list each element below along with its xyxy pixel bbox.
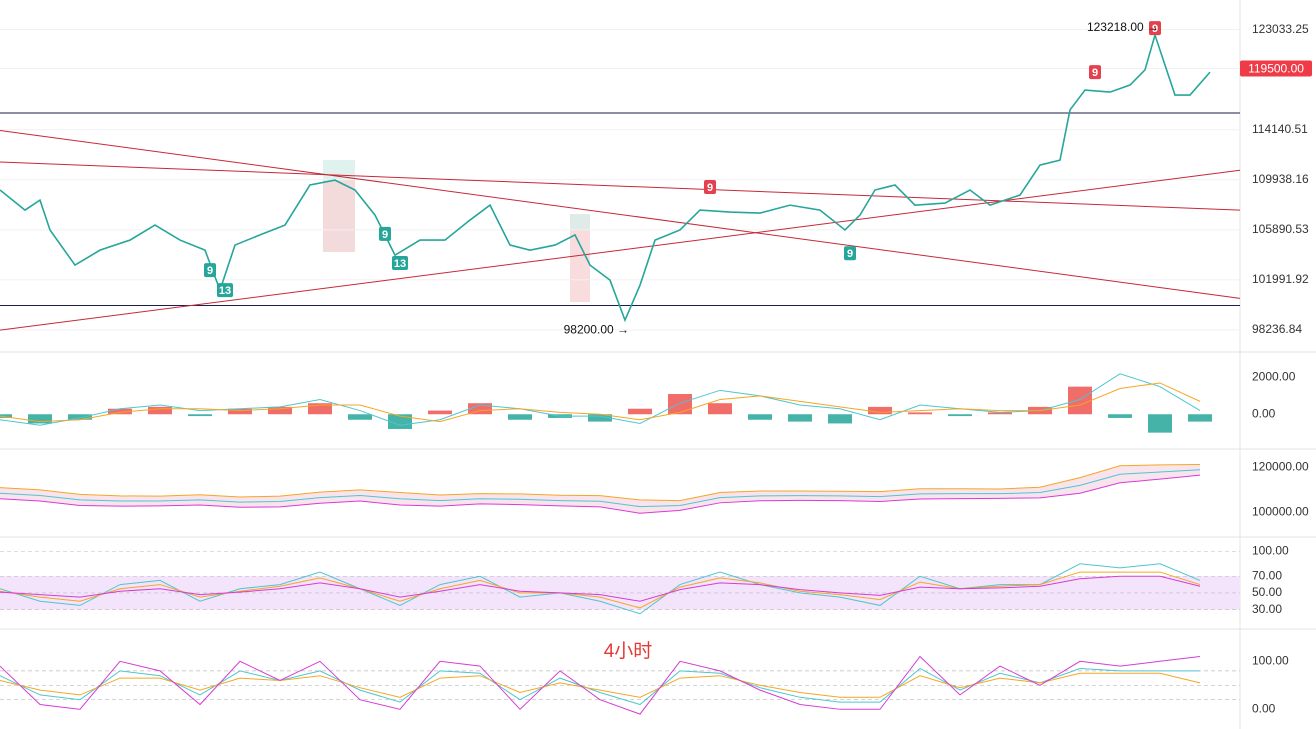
series-line <box>0 667 1200 706</box>
series-line <box>0 373 1201 426</box>
series-line <box>0 32 1211 323</box>
macd-bar <box>348 414 372 420</box>
series-line <box>0 571 1201 609</box>
band-fill <box>0 464 1200 514</box>
macd-bar <box>108 408 132 415</box>
macd-bar <box>948 414 972 417</box>
macd-bar <box>788 414 812 422</box>
y-tick-label: 114140.51 <box>1252 122 1308 136</box>
y-tick-label: 120000.00 <box>1252 460 1309 474</box>
y-tick-label: 100.00 <box>1252 543 1289 557</box>
y-tick-label: 2000.00 <box>1252 370 1296 384</box>
signal-marker <box>217 283 233 298</box>
series-line <box>0 474 1201 514</box>
y-tick-label: 105890.53 <box>1252 222 1309 236</box>
macd-bar <box>228 408 252 415</box>
y-tick-label: 0.00 <box>1252 406 1276 420</box>
macd-bar <box>388 414 412 429</box>
series-line <box>0 469 1201 508</box>
signal-marker <box>392 256 408 271</box>
macd-bar <box>708 403 732 415</box>
signal-marker <box>1089 65 1101 80</box>
y-tick-label: 0.00 <box>1252 701 1276 715</box>
y-tick-label: 100.00 <box>1252 653 1289 667</box>
macd-bar <box>508 414 532 420</box>
highlight-box <box>570 214 590 230</box>
y-tick-label: 70.00 <box>1252 568 1282 582</box>
series-line <box>0 382 1201 423</box>
macd-bar <box>28 414 52 424</box>
signal-marker <box>1149 21 1161 36</box>
macd-bar <box>0 414 12 418</box>
highlight-box <box>323 180 355 252</box>
y-tick-label: 98236.84 <box>1252 322 1302 336</box>
signal-label: 9 <box>207 265 213 277</box>
macd-bar <box>1068 386 1092 415</box>
macd-bar <box>828 414 852 424</box>
series-line <box>0 563 1201 615</box>
macd-bar <box>908 412 932 415</box>
macd-bar <box>1188 414 1212 422</box>
macd-bar <box>1148 414 1172 433</box>
trend-line <box>0 161 1241 211</box>
last-price-box <box>1240 60 1312 77</box>
macd-bar <box>148 406 172 415</box>
macd-bar <box>988 412 1012 415</box>
price-annotation: 123218.00 → <box>1087 20 1159 34</box>
macd-bar <box>588 414 612 422</box>
signal-label: 13 <box>394 258 406 270</box>
signal-marker <box>379 226 391 241</box>
timeframe-label: 4小时 <box>604 640 653 662</box>
last-price-label: 119500.00 <box>1248 62 1304 76</box>
y-tick-label: 101991.92 <box>1252 272 1309 286</box>
signal-label: 9 <box>1152 23 1158 35</box>
macd-bar <box>868 406 892 415</box>
macd-bar <box>188 414 212 417</box>
macd-bar <box>628 408 652 415</box>
macd-bar <box>308 403 332 415</box>
macd-bar <box>668 394 692 415</box>
trend-line <box>0 169 1241 331</box>
price-annotation: 98200.00 → <box>564 323 629 337</box>
macd-bar <box>68 414 92 420</box>
series-line <box>0 463 1201 502</box>
y-tick-label: 109938.16 <box>1252 172 1309 186</box>
signal-marker <box>704 179 716 194</box>
signal-label: 9 <box>707 182 713 194</box>
trend-line <box>0 129 1241 299</box>
y-tick-label: 30.00 <box>1252 602 1282 616</box>
macd-bar <box>468 403 492 415</box>
y-tick-label: 50.00 <box>1252 585 1282 599</box>
signal-label: 13 <box>219 285 231 297</box>
macd-bar <box>268 406 292 415</box>
signal-marker <box>844 246 856 261</box>
y-tick-label: 100000.00 <box>1252 504 1309 518</box>
signal-marker <box>204 263 216 278</box>
signal-label: 9 <box>847 248 853 260</box>
series-line <box>0 655 1201 715</box>
series-line <box>0 575 1201 602</box>
macd-bar <box>1108 414 1132 418</box>
series-line <box>0 672 1201 698</box>
signal-label: 9 <box>1092 67 1098 79</box>
macd-bar <box>428 410 452 415</box>
macd-bar <box>748 414 772 420</box>
y-tick-label: 123033.25 <box>1252 22 1309 36</box>
signal-label: 9 <box>382 229 388 241</box>
